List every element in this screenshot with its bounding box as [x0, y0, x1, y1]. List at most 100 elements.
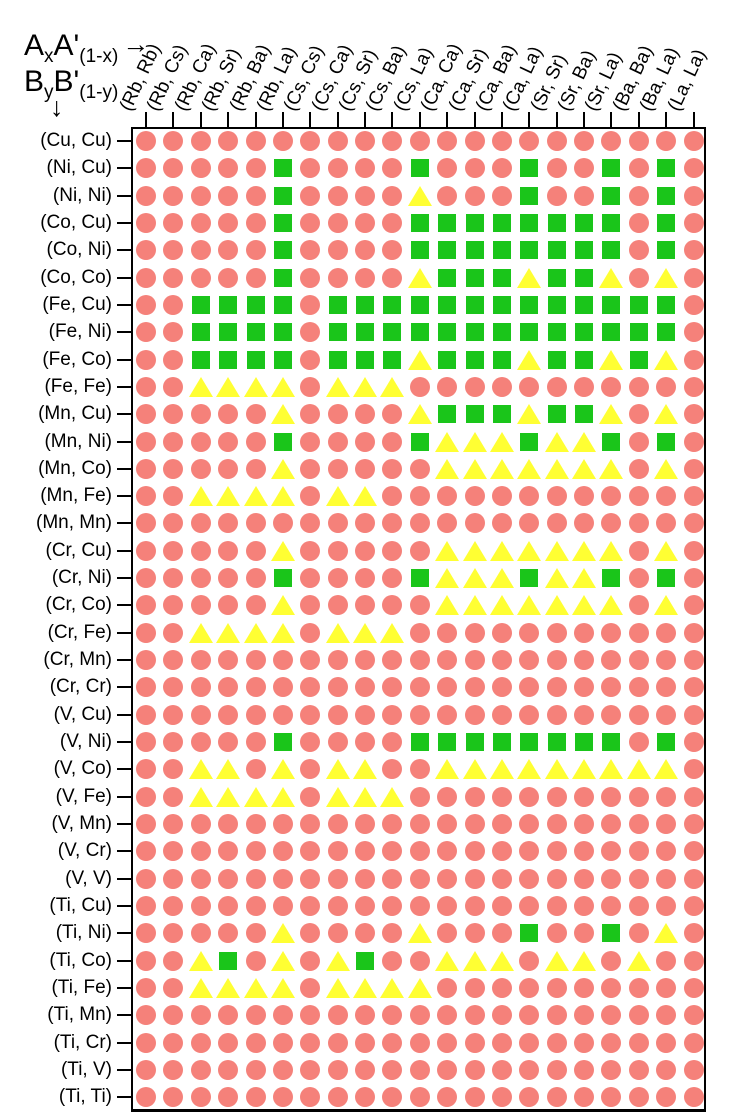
cell-red-circle — [519, 704, 540, 725]
cell-yellow-triangle — [407, 185, 432, 206]
cell-red-circle — [574, 185, 595, 206]
cell-red-circle — [300, 595, 321, 616]
cell-red-circle — [136, 240, 156, 261]
x-formula-sub1: x — [44, 46, 54, 67]
cell-red-circle — [136, 595, 156, 616]
cell-red-circle — [190, 513, 211, 534]
cell-red-circle — [190, 1005, 211, 1026]
row-label: (Ti, V) — [60, 1058, 112, 1080]
cell-red-circle — [546, 677, 567, 698]
cell-green-square — [520, 323, 539, 342]
cell-red-circle — [437, 513, 458, 534]
x-axis-tick — [336, 112, 339, 127]
cell-green-square — [465, 350, 484, 369]
cell-green-square — [465, 733, 484, 752]
cell-green-square — [219, 951, 238, 970]
cell-red-circle — [136, 650, 156, 671]
cell-red-circle — [136, 540, 156, 561]
cell-red-circle — [218, 814, 239, 834]
cell-red-circle — [491, 513, 512, 534]
cell-green-square — [575, 268, 594, 287]
cell-red-circle — [327, 540, 348, 561]
cell-red-circle — [519, 513, 540, 534]
cell-red-circle — [683, 540, 704, 561]
cell-red-circle — [382, 131, 403, 151]
cell-red-circle — [355, 1059, 376, 1080]
cell-red-circle — [464, 1087, 485, 1108]
cell-red-circle — [300, 376, 321, 397]
cell-red-circle — [218, 704, 239, 725]
cell-red-circle — [628, 595, 649, 616]
cell-red-circle — [656, 786, 677, 807]
cell-red-circle — [190, 540, 211, 561]
cell-green-square — [383, 323, 402, 342]
cell-yellow-triangle — [407, 404, 432, 425]
cell-yellow-triangle — [462, 458, 487, 479]
cell-red-circle — [409, 513, 430, 534]
cell-red-circle — [272, 650, 293, 671]
cell-red-circle — [218, 431, 239, 452]
y-axis-tick — [117, 932, 131, 935]
cell-red-circle — [464, 486, 485, 507]
cell-red-circle — [245, 212, 266, 233]
cell-green-square — [465, 241, 484, 260]
cell-red-circle — [683, 786, 704, 807]
cell-red-circle — [300, 240, 321, 261]
cell-yellow-triangle — [435, 540, 460, 561]
row-label: (Cr, Co) — [45, 594, 113, 616]
cell-red-circle — [163, 158, 184, 179]
cell-red-circle — [546, 513, 567, 534]
cell-yellow-triangle — [599, 759, 624, 780]
y-axis-tick — [117, 194, 131, 197]
cell-red-circle — [136, 923, 156, 944]
cell-red-circle — [245, 540, 266, 561]
cell-yellow-triangle — [353, 786, 378, 807]
cell-red-circle — [190, 732, 211, 753]
cell-red-circle — [245, 431, 266, 452]
cell-red-circle — [327, 650, 348, 671]
cell-red-circle — [300, 868, 321, 889]
y-axis-tick — [117, 768, 131, 771]
cell-red-circle — [163, 267, 184, 288]
cell-red-circle — [409, 1087, 430, 1108]
cell-yellow-triangle — [544, 431, 569, 452]
cell-yellow-triangle — [544, 950, 569, 971]
cell-red-circle — [546, 486, 567, 507]
cell-red-circle — [491, 868, 512, 889]
cell-green-square — [575, 405, 594, 424]
cell-red-circle — [628, 513, 649, 534]
cell-red-circle — [628, 540, 649, 561]
cell-red-circle — [163, 458, 184, 479]
cell-green-square — [410, 432, 429, 451]
cell-red-circle — [136, 431, 156, 452]
cell-red-circle — [218, 267, 239, 288]
row-label: (Ti, Ti) — [58, 1086, 112, 1108]
cell-green-square — [191, 350, 210, 369]
cell-red-circle — [163, 185, 184, 206]
cell-green-square — [465, 295, 484, 314]
cell-red-circle — [163, 322, 184, 343]
cell-red-circle — [437, 677, 458, 698]
cell-red-circle — [464, 841, 485, 862]
cell-red-circle — [218, 923, 239, 944]
cell-red-circle — [574, 376, 595, 397]
cell-red-circle — [546, 650, 567, 671]
cell-red-circle — [327, 458, 348, 479]
x-axis-tick — [418, 112, 421, 127]
cell-red-circle — [409, 841, 430, 862]
cell-yellow-triangle — [654, 540, 679, 561]
cell-red-circle — [464, 185, 485, 206]
cell-green-square — [575, 295, 594, 314]
cell-red-circle — [683, 131, 704, 151]
cell-yellow-triangle — [517, 267, 542, 288]
cell-red-circle — [683, 923, 704, 944]
cell-red-circle — [136, 267, 156, 288]
row-label: (Ti, Cr) — [53, 1031, 112, 1053]
cell-red-circle — [491, 131, 512, 151]
cell-red-circle — [300, 895, 321, 916]
cell-yellow-triangle — [380, 622, 405, 643]
cell-red-circle — [382, 704, 403, 725]
cell-yellow-triangle — [270, 540, 295, 561]
cell-yellow-triangle — [216, 486, 241, 507]
cell-red-circle — [382, 923, 403, 944]
